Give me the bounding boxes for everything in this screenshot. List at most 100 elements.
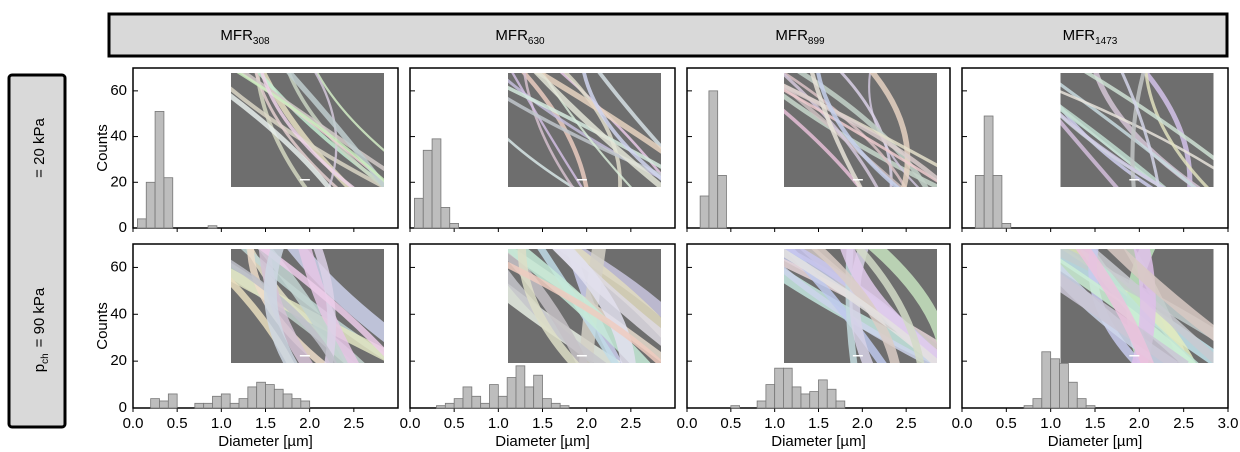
bar: [826, 388, 837, 409]
bar: [1041, 351, 1052, 409]
scale-bar: [852, 355, 863, 357]
x-tick-label: 0.0: [677, 415, 698, 432]
x-axis-label: Diameter [µm]: [1048, 433, 1143, 450]
header-main: MFR: [1063, 27, 1096, 44]
y-axis-label: Counts: [94, 124, 111, 172]
scale-bar: [576, 179, 587, 181]
bar: [444, 402, 455, 409]
fiber: [523, 73, 575, 187]
fiber: [511, 73, 583, 187]
bar: [137, 218, 147, 229]
x-tick-label: 0.5: [167, 415, 188, 432]
bar: [282, 393, 293, 409]
bar: [515, 365, 526, 409]
fiber: [1120, 73, 1161, 187]
bar: [220, 393, 231, 409]
fiber: [508, 261, 661, 363]
bar: [835, 400, 846, 409]
bar: [489, 384, 499, 409]
bar: [212, 395, 222, 409]
fiber: [597, 73, 661, 150]
fiber: [869, 73, 911, 187]
fiber: [298, 249, 359, 363]
x-tick-label: 2.0: [1129, 415, 1150, 432]
scale-bar: [1129, 179, 1140, 181]
header-sub: 630: [528, 36, 545, 47]
fiber: [816, 73, 901, 187]
x-axis-label: Diameter [µm]: [495, 433, 590, 450]
bar: [1085, 405, 1096, 409]
x-tick-label: 1.5: [1085, 415, 1106, 432]
y-tick-label: 0: [119, 219, 127, 236]
x-tick-label: 1.0: [764, 415, 785, 432]
bar: [1059, 363, 1069, 409]
sem-image: [231, 249, 384, 363]
bar: [774, 367, 784, 409]
row-label-sub: ch: [40, 353, 51, 364]
fibers: [231, 73, 384, 187]
scale-bar: [299, 179, 310, 181]
x-tick-label: 2.0: [299, 415, 320, 432]
bar: [506, 377, 517, 409]
x-tick-label: 0.5: [996, 415, 1017, 432]
bar: [159, 400, 169, 409]
bar: [783, 367, 793, 409]
x-tick-label: 2.0: [576, 415, 597, 432]
fiber: [231, 86, 384, 187]
bar: [163, 177, 174, 229]
bar: [992, 175, 1003, 229]
fiber: [1075, 249, 1154, 363]
bar: [708, 90, 719, 229]
fibers: [508, 73, 661, 187]
fiber: [840, 249, 937, 363]
bar: [238, 398, 249, 409]
x-tick-label: 2.5: [1173, 415, 1194, 432]
fiber: [784, 108, 862, 187]
fiber: [517, 249, 580, 363]
fiber: [849, 249, 874, 363]
bar: [983, 115, 994, 229]
row-label: = 20 kPa: [31, 118, 48, 178]
x-axis-label: Diameter [µm]: [771, 433, 866, 450]
column-header: MFR308: [220, 27, 270, 47]
fiber: [1060, 104, 1167, 187]
sem-image: [1060, 249, 1214, 363]
bar: [150, 398, 160, 409]
column-header: MFR899: [775, 27, 825, 47]
y-tick-label: 60: [110, 258, 127, 275]
y-tick-label: 40: [110, 305, 127, 322]
fiber: [784, 73, 907, 187]
x-tick-label: 1.0: [1040, 415, 1061, 432]
bar: [422, 149, 433, 229]
bar: [559, 405, 570, 409]
bar: [431, 138, 442, 229]
bar: [471, 395, 482, 409]
header-sub: 1473: [1095, 36, 1118, 47]
fiber: [784, 83, 937, 182]
bar: [203, 402, 213, 409]
y-tick-label: 60: [110, 82, 127, 99]
scale-bar: [299, 355, 310, 357]
row-label-text: = 90 kPa: [31, 287, 48, 347]
sem-image: [231, 73, 384, 187]
y-tick-label: 20: [110, 352, 127, 369]
bar: [229, 402, 240, 409]
x-tick-label: 0.5: [444, 415, 465, 432]
fibers: [1060, 73, 1214, 187]
bar: [256, 381, 266, 409]
fibers: [508, 249, 661, 363]
bar: [194, 402, 205, 409]
fiber: [508, 96, 661, 177]
fiber: [508, 249, 588, 363]
fiber: [314, 73, 338, 187]
bar: [436, 405, 446, 409]
x-tick-label: 3.0: [1218, 415, 1239, 432]
header-main: MFR: [495, 27, 528, 44]
fiber: [534, 73, 661, 154]
x-tick-label: 1.0: [488, 415, 509, 432]
bar: [265, 384, 275, 409]
fibers: [784, 249, 937, 363]
bar: [154, 111, 165, 229]
scale-bar: [1129, 355, 1140, 357]
